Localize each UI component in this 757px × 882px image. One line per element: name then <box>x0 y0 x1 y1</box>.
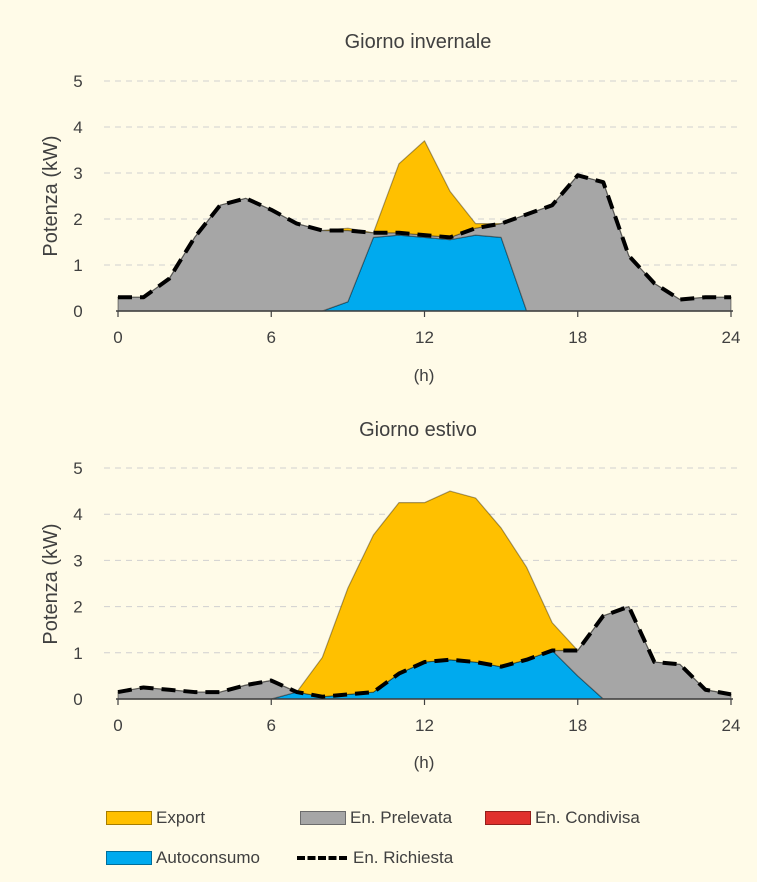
x-tick-label: 12 <box>415 716 434 735</box>
line-richiesta <box>117 604 732 699</box>
y-axis-label: Potenza (kW) <box>40 523 62 644</box>
x-tick-label: 12 <box>415 328 434 347</box>
chart-title: Giorno invernale <box>345 31 492 53</box>
y-tick-label: 2 <box>73 598 82 617</box>
y-tick-label: 4 <box>73 118 82 137</box>
x-tick-label: 6 <box>267 328 276 347</box>
y-tick-label: 0 <box>73 302 82 321</box>
y-tick-label: 1 <box>73 256 82 275</box>
y-tick-label: 1 <box>73 644 82 663</box>
y-tick-label: 5 <box>73 72 82 91</box>
x-axis-label: (h) <box>414 366 435 385</box>
x-tick-label: 0 <box>113 716 122 735</box>
x-tick-label: 0 <box>113 328 122 347</box>
y-tick-label: 5 <box>73 459 82 478</box>
x-tick-label: 24 <box>722 328 741 347</box>
x-tick-label: 6 <box>267 716 276 735</box>
y-axis-label: Potenza (kW) <box>40 135 62 256</box>
x-axis-label: (h) <box>414 753 435 772</box>
y-tick-label: 0 <box>73 690 82 709</box>
y-tick-label: 4 <box>73 505 82 524</box>
chart-winter: Giorno invernale Potenza (kW) (h) 012345… <box>40 31 740 385</box>
x-tick-label: 18 <box>568 328 587 347</box>
chart-title: Giorno estivo <box>359 419 477 441</box>
y-tick-label: 3 <box>73 164 82 183</box>
y-tick-label: 3 <box>73 551 82 570</box>
y-tick-label: 2 <box>73 210 82 229</box>
x-tick-label: 24 <box>722 716 741 735</box>
x-tick-label: 18 <box>568 716 587 735</box>
line-richiesta <box>118 173 731 302</box>
